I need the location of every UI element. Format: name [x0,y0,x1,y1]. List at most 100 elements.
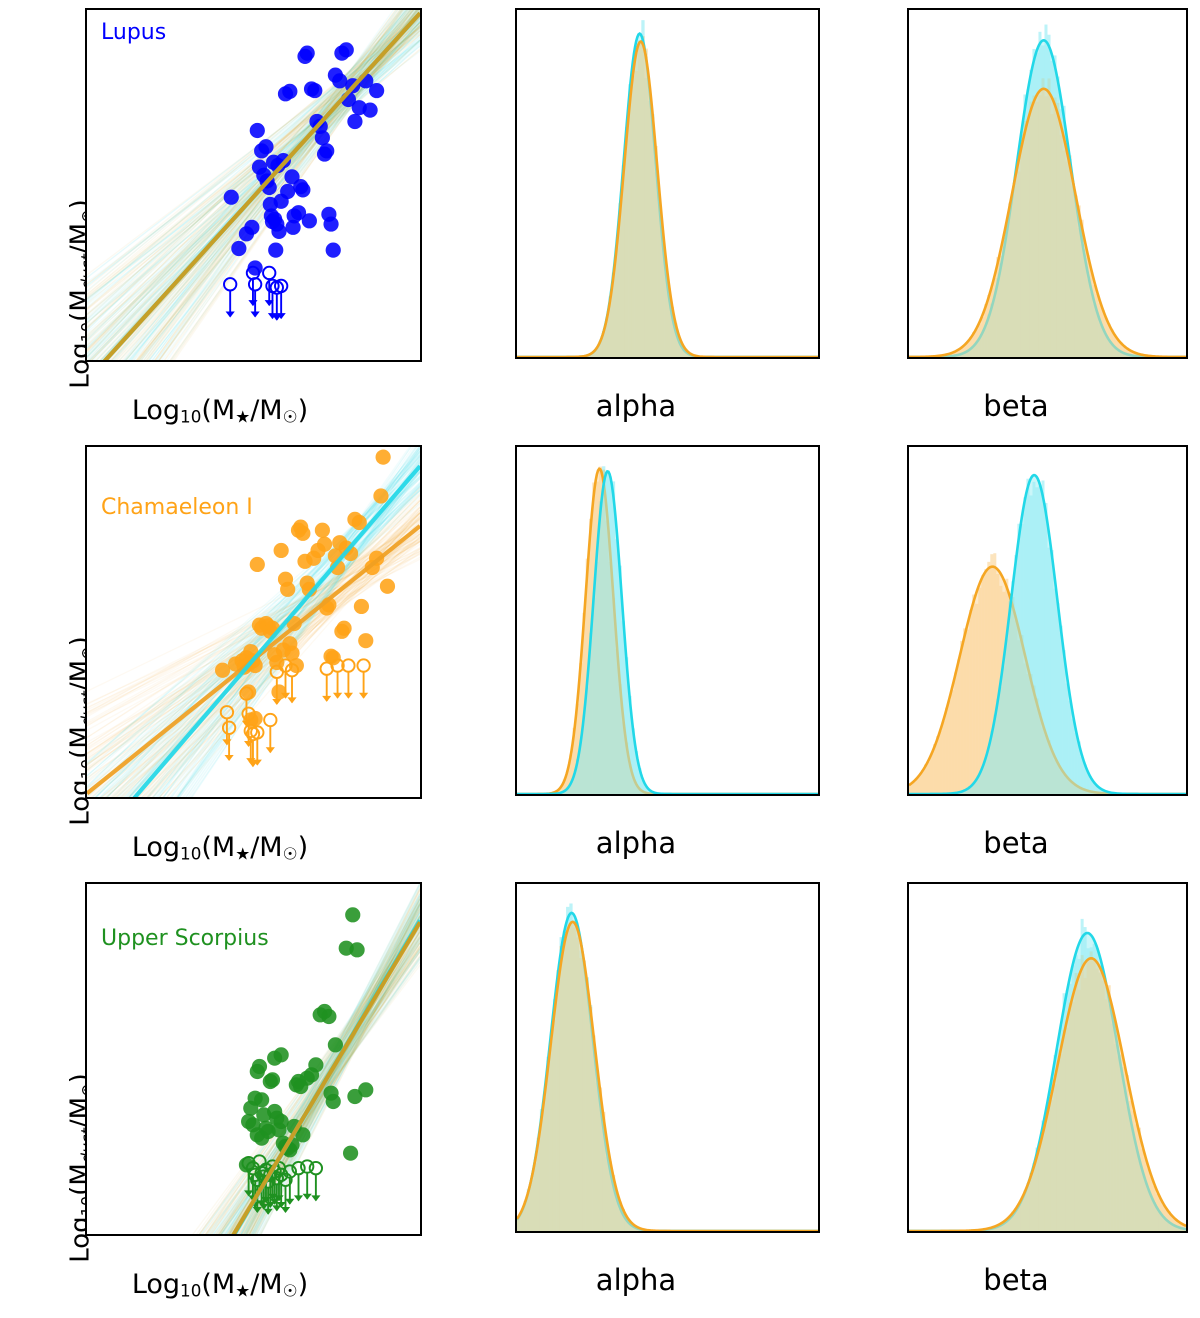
x-tick-mark [693,794,695,796]
x-tick-mark [1166,794,1168,796]
best-fit-line [132,464,420,797]
panel-upper-scorpius-scatter: Log10(Mdust/M⊕) Upper Scorpius −2−10−101… [0,874,440,1311]
x-tick-label: 2 [1064,1231,1080,1233]
y-tick-label: 100 [907,1137,909,1162]
posterior-area-orange [909,88,1186,357]
y-tick-label: 200 [515,266,517,291]
posterior-curve-orange [517,920,818,1231]
axes-chamaeleon-alpha: 1 2 3 0 200 400 600 800 [515,445,820,796]
panel-upper-scorpius-alpha: 1 2 3 0 200 400 600 alpha [440,874,832,1311]
scatter-canvas [87,10,420,360]
x-tick-mark [590,357,592,359]
axes-upper-scorpius-beta: 1 2 3 0 100 200 300 400 [907,882,1188,1233]
y-tick-label: 400 [907,75,909,100]
region-label-lupus: Lupus [101,20,167,45]
y-tick-label: 200 [907,210,909,235]
y-tick-label: −1 [85,295,87,320]
x-tick-mark [352,1234,354,1236]
y-tick-label: 1 [85,1001,87,1026]
x-tick-label: −1 [226,797,263,799]
y-tick-label: 0 [907,782,909,797]
x-tick-label: 0 [345,360,361,362]
x-tick-mark [976,794,978,796]
x-axis-label: Log10(M★/M☉) [131,395,309,427]
y-tick-label: 600 [515,565,517,590]
figure-row-chamaeleon: Log10(Mdust/M⊕) Chamaeleon I −2−10−1012 … [0,437,1200,874]
alpha-axis-label: alpha [595,389,677,423]
y-tick-label: 400 [907,892,909,917]
y-tick-label: 300 [907,142,909,167]
posterior-canvas [909,24,1186,357]
x-tick-mark [135,1234,137,1236]
x-tick-label: 1 [583,794,599,796]
y-tick-label: 0 [85,656,87,681]
x-tick-mark [976,357,978,359]
y-tick-label: 100 [907,277,909,302]
posterior-canvas [517,903,818,1231]
x-tick-label: −2 [117,797,154,799]
fit-line-posterior-band [87,10,420,360]
beta-axis-label: beta [983,389,1049,423]
x-tick-label: 3 [789,794,805,796]
x-tick-mark [796,357,798,359]
x-tick-mark [1166,1231,1168,1233]
axes-lupus-beta: 1 2 3 0 100 200 300 400 500 [907,8,1188,359]
x-tick-mark [590,794,592,796]
scatter-canvas [192,884,420,1234]
x-tick-label: 1 [583,1231,599,1233]
y-tick-label: 400 [515,187,517,212]
x-tick-mark [1166,357,1168,359]
y-tick-label: 600 [515,903,517,928]
x-axis-label: Log10(M★/M☉) [131,832,309,864]
posterior-canvas [517,466,818,794]
alpha-axis-label: alpha [595,826,677,860]
axes-lupus-scatter: Lupus −2 −1 0 −1 0 1 2 [85,8,422,362]
beta-axis-label: beta [983,826,1049,860]
panel-lupus-scatter: Log10(Mdust/M⊕) Lupus −2−10−1012 Log10(M… [0,0,440,437]
y-tick-label: 300 [907,974,909,999]
posterior-area-orange [517,41,818,357]
x-tick-label: 1 [969,357,985,359]
axes-lupus-alpha: 1 2 3 0 200 400 600 800 [515,8,820,359]
posterior-area-orange [909,566,1186,794]
posterior-area-cyan [909,475,1186,794]
panel-upper-scorpius-beta: 1 2 3 0 100 200 300 400 beta [832,874,1200,1311]
y-tick-label: 100 [907,722,909,747]
panel-lupus-alpha: 1 2 3 0 200 400 600 800 alpha [440,0,832,437]
x-tick-mark [796,1231,798,1233]
panel-lupus-beta: 1 2 3 0 100 200 300 400 500 beta [832,0,1200,437]
y-tick-label: 200 [515,1113,517,1138]
x-tick-label: 2 [686,794,702,796]
y-tick-label: 500 [907,482,909,507]
figure-row-lupus: Log10(Mdust/M⊕) Lupus −2−10−1012 Log10(M… [0,0,1200,437]
x-tick-label: 0 [345,797,361,799]
x-tick-mark [243,1234,245,1236]
y-tick-label: −1 [85,1167,87,1192]
x-tick-label: 3 [1159,1231,1175,1233]
x-tick-mark [243,360,245,362]
x-tick-label: 2 [686,357,702,359]
alpha-axis-label: alpha [595,1263,677,1297]
axes-chamaeleon-beta: 1 2 3 0 100 200 300 400 500 [907,445,1188,796]
y-tick-label: 200 [907,662,909,687]
x-tick-mark [796,794,798,796]
y-tick-label: 0 [515,782,517,797]
y-tick-label: 0 [907,345,909,360]
x-axis-label: Log10(M★/M☉) [131,1269,309,1301]
y-tick-label: 600 [515,108,517,133]
x-tick-mark [693,1231,695,1233]
y-tick-label: 0 [515,1219,517,1234]
posterior-curve-orange [517,467,818,794]
y-tick-label: 500 [907,8,909,33]
x-tick-label: −1 [226,360,263,362]
x-tick-mark [352,797,354,799]
posterior-canvas [909,918,1186,1231]
x-tick-mark [135,360,137,362]
posterior-canvas [909,473,1186,794]
x-tick-mark [1071,357,1073,359]
y-tick-label: 1 [85,578,87,603]
y-tick-label: 2 [85,501,87,526]
figure-row-upper-scorpius: Log10(Mdust/M⊕) Upper Scorpius −2−10−101… [0,874,1200,1311]
y-tick-label: 300 [907,602,909,627]
x-tick-label: 3 [1159,357,1175,359]
